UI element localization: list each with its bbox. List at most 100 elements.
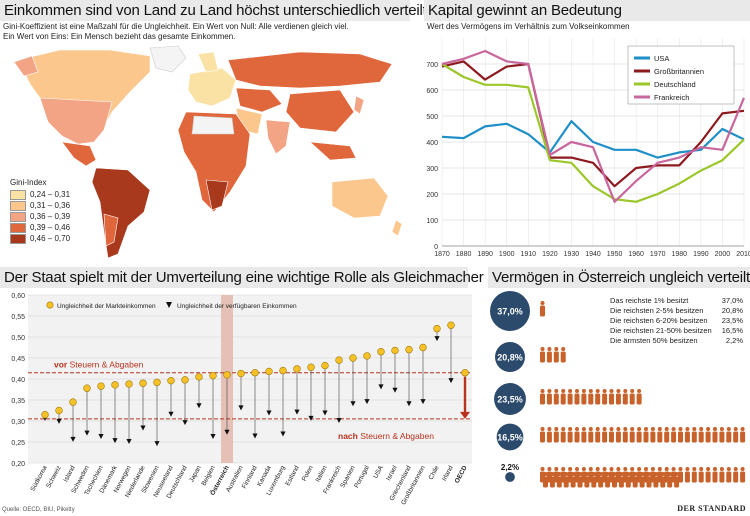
legend-disposable-label: Ungleichheit der verfügbaren Einkommen (177, 303, 297, 310)
disposable-marker (336, 418, 342, 423)
person-head (602, 427, 607, 431)
y-tick-label: 0,60 (11, 293, 25, 300)
market-marker (195, 373, 203, 381)
person-icon (540, 347, 545, 363)
y-tick-label: 700 (426, 62, 438, 69)
person-head (554, 389, 559, 393)
person-body (705, 431, 711, 443)
y-tick-label: 0,30 (11, 419, 25, 426)
person-icon (733, 467, 739, 483)
person-icon (609, 427, 614, 443)
person-body (560, 393, 566, 405)
market-marker (125, 380, 133, 388)
gini-legend-item: 0,24 – 0,31 (10, 189, 70, 200)
y-tick-label: 0,55 (11, 314, 25, 321)
person-head (568, 389, 573, 393)
person-head (575, 467, 579, 471)
person-icon (553, 427, 559, 443)
person-icon (625, 472, 631, 488)
category-label: Südkorea (30, 464, 49, 492)
person-head (685, 427, 690, 431)
person-icon (726, 467, 732, 483)
disposable-marker (266, 410, 272, 416)
disposable-marker (280, 431, 286, 437)
map-japan (353, 95, 365, 115)
person-body (605, 476, 611, 488)
person-icon (733, 427, 739, 443)
person-icon (549, 472, 555, 488)
person-icon (588, 389, 594, 405)
person-body (636, 393, 642, 405)
person-body (567, 393, 573, 405)
person-body (612, 476, 617, 488)
y-tick-label: 500 (426, 114, 438, 121)
person-icon (612, 472, 617, 488)
person-body (705, 471, 711, 483)
x-tick-label: 1920 (542, 251, 558, 258)
person-icon (712, 427, 718, 443)
market-marker (41, 410, 49, 419)
share-circle-label: 20,8% (497, 353, 523, 363)
person-head (719, 467, 724, 471)
person-body (540, 393, 545, 405)
market-marker (237, 369, 245, 378)
person-head (706, 467, 711, 471)
person-icon (674, 472, 680, 488)
category-label: Irland (441, 464, 455, 482)
person-head (561, 389, 566, 393)
x-tick-label: 1950 (607, 251, 623, 258)
legend-label: Frankreich (654, 93, 689, 102)
person-body (546, 431, 552, 443)
category-label: Italien (314, 464, 329, 483)
person-body (549, 476, 555, 488)
y-tick-label: 200 (426, 192, 438, 199)
share-circle (495, 342, 525, 372)
person-icon (629, 427, 635, 443)
person-body (609, 393, 614, 405)
disposable-marker (252, 433, 258, 439)
person-icon (691, 427, 697, 443)
map-southeast-asia (309, 141, 357, 161)
person-head (540, 389, 545, 393)
category-label: Israel (385, 464, 399, 482)
person-icon (574, 427, 580, 443)
gini-legend-title: Gini-Index (10, 178, 47, 187)
person-body (726, 471, 732, 483)
legend-label: Großbritannien (654, 67, 704, 76)
person-head (616, 467, 621, 471)
person-body (602, 431, 608, 443)
person-icon (639, 472, 645, 488)
person-head (578, 472, 582, 476)
map-mexico (61, 141, 97, 167)
category-label: Island (62, 464, 77, 483)
person-body (574, 431, 580, 443)
person-head (540, 427, 545, 431)
person-icon (595, 427, 601, 443)
map-scandinavia (197, 51, 219, 73)
y-tick-label: 600 (426, 88, 438, 95)
disposable-marker (378, 384, 384, 390)
person-body (584, 476, 590, 488)
gini-legend-item: 0,31 – 0,36 (10, 200, 70, 211)
person-body (698, 431, 704, 443)
person-icon (605, 472, 611, 488)
market-marker (55, 406, 63, 415)
person-head (581, 467, 586, 471)
disposable-marker (112, 438, 118, 444)
person-icon (622, 427, 628, 443)
market-marker (167, 376, 175, 385)
person-icon (740, 467, 746, 483)
person-head (740, 427, 745, 431)
series-line-deutschland (441, 63, 745, 203)
y-tick-label: 0 (434, 244, 438, 251)
person-head (547, 467, 552, 471)
disposable-marker (434, 336, 440, 342)
market-marker (265, 367, 273, 376)
gini-legend-label: 0,39 – 0,46 (30, 223, 71, 232)
person-icon (671, 427, 677, 443)
wealth-row-value: 23,5% (722, 316, 744, 325)
person-head (561, 427, 566, 431)
disposable-marker (224, 429, 230, 435)
person-body (581, 393, 587, 405)
person-body (691, 431, 697, 443)
